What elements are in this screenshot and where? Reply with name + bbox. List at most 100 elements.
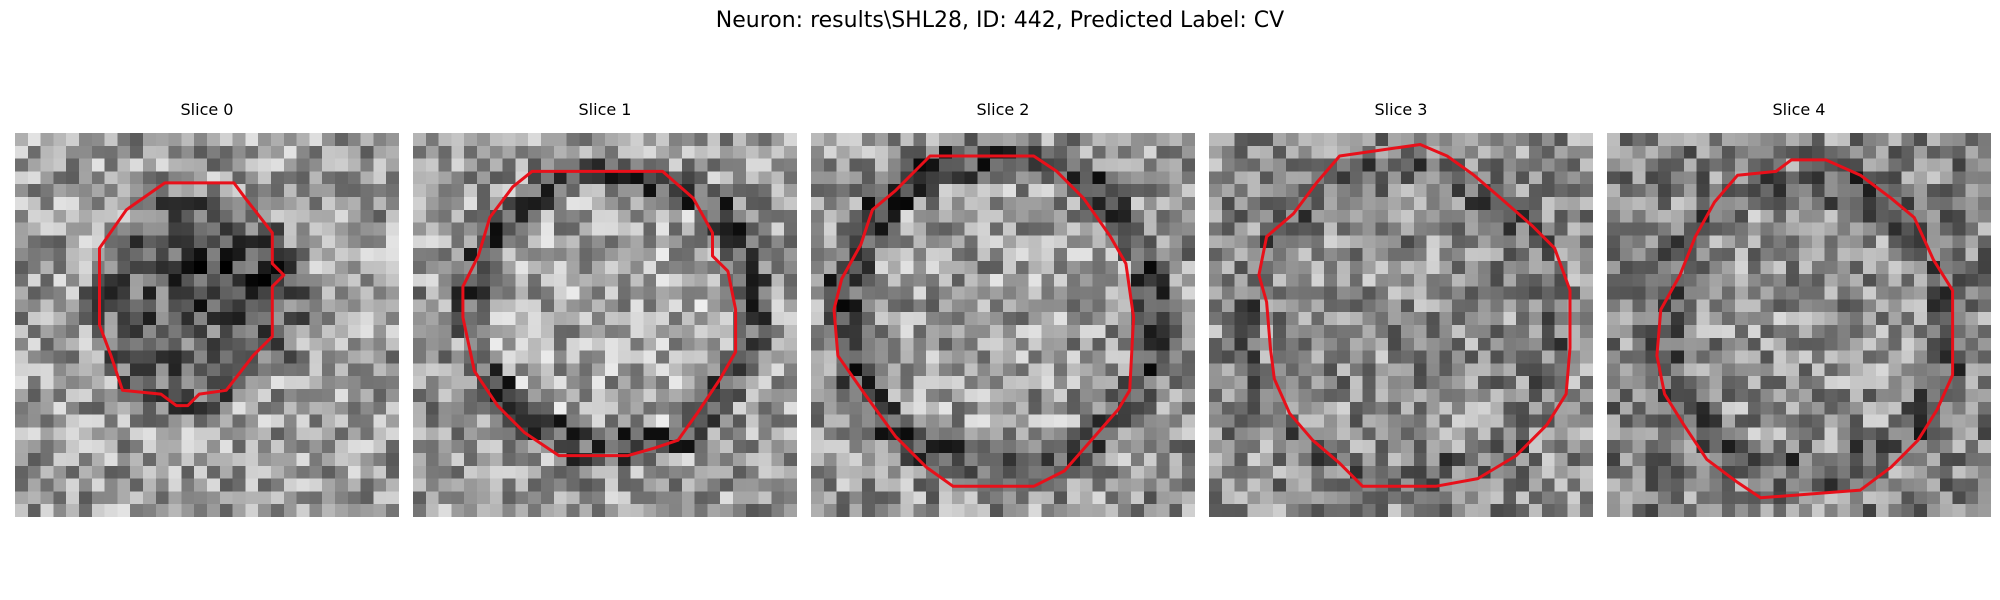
pixel	[66, 504, 80, 517]
pixel	[1607, 465, 1621, 480]
pixel	[1567, 504, 1581, 517]
pixel	[1375, 376, 1389, 390]
pixel	[15, 312, 29, 326]
pixel	[1234, 261, 1248, 275]
pixel	[1452, 133, 1466, 147]
pixel	[1337, 158, 1351, 172]
pixel	[1786, 504, 1800, 517]
pixel	[1760, 145, 1774, 160]
pixel	[335, 197, 349, 211]
pixel	[1541, 440, 1556, 454]
pixel	[515, 184, 529, 198]
pixel	[53, 299, 67, 313]
pixel	[1285, 273, 1300, 288]
pixel	[79, 478, 93, 492]
pixel	[643, 401, 657, 416]
pixel	[951, 235, 966, 249]
pixel	[913, 248, 927, 262]
pixel	[977, 427, 991, 441]
pixel	[27, 145, 42, 160]
pixel	[939, 376, 953, 390]
pixel	[335, 312, 349, 326]
pixel	[528, 273, 542, 288]
pixel	[1735, 184, 1749, 198]
pixel	[1529, 286, 1543, 300]
pixel	[27, 209, 42, 224]
pixel	[1580, 133, 1593, 147]
pixel	[1811, 133, 1826, 147]
pixel	[1490, 222, 1504, 236]
pixel	[1850, 414, 1864, 428]
pixel	[489, 286, 504, 300]
pixel	[656, 465, 670, 480]
pixel	[1388, 440, 1402, 454]
pixel	[413, 248, 427, 262]
pixel	[1786, 491, 1800, 505]
pixel	[1349, 389, 1364, 403]
pixel	[27, 158, 42, 172]
pixel	[1041, 325, 1055, 339]
pixel	[1529, 299, 1543, 313]
pixel	[438, 261, 452, 275]
pixel	[630, 401, 644, 416]
pixel	[1401, 273, 1415, 288]
pixel	[1054, 235, 1068, 249]
pixel	[1541, 478, 1556, 492]
pixel	[1041, 389, 1055, 403]
pixel	[1490, 197, 1504, 211]
pixel	[117, 248, 131, 262]
pixel	[489, 325, 504, 339]
pixel	[553, 363, 568, 377]
pixel	[836, 235, 850, 249]
pixel	[1105, 133, 1119, 147]
pixel	[1671, 235, 1685, 249]
pixel	[1554, 478, 1568, 492]
pixel	[1003, 440, 1017, 454]
pixel	[1003, 427, 1017, 441]
pixel	[1182, 171, 1195, 185]
pixel	[1709, 209, 1723, 224]
pixel	[1247, 286, 1261, 300]
pixel	[464, 133, 478, 147]
pixel	[1067, 286, 1081, 300]
pixel	[373, 465, 387, 480]
pixel	[1182, 440, 1195, 454]
pixel	[1015, 427, 1030, 441]
pixel	[1285, 312, 1300, 326]
pixel	[515, 235, 529, 249]
pixel	[1965, 389, 1979, 403]
pixel	[1760, 401, 1774, 416]
pixel	[900, 133, 914, 147]
pixel	[784, 171, 797, 185]
pixel	[283, 171, 298, 185]
pixel	[1541, 337, 1556, 352]
pixel	[887, 235, 902, 249]
pixel	[1965, 427, 1979, 441]
pixel	[1747, 145, 1762, 160]
pixel	[283, 504, 298, 517]
pixel	[1015, 209, 1030, 224]
pixel	[1824, 427, 1838, 441]
pixel	[707, 440, 721, 454]
pixel	[553, 465, 568, 480]
pixel	[758, 414, 772, 428]
pixel	[811, 440, 825, 454]
pixel	[745, 465, 760, 480]
pixel	[1477, 363, 1492, 377]
pixel	[1209, 209, 1223, 224]
pixel	[592, 414, 606, 428]
pixel	[1671, 312, 1685, 326]
pixel	[104, 440, 118, 454]
pixel	[964, 401, 978, 416]
pixel	[1079, 363, 1094, 377]
pixel	[245, 363, 259, 377]
pixel	[823, 504, 838, 517]
pixel	[1413, 145, 1428, 160]
pixel	[579, 171, 593, 185]
pixel	[219, 261, 234, 275]
pixel	[1426, 465, 1440, 480]
pixel	[322, 286, 336, 300]
pixel	[451, 504, 465, 517]
pixel	[1927, 273, 1941, 288]
pixel	[1927, 427, 1941, 441]
